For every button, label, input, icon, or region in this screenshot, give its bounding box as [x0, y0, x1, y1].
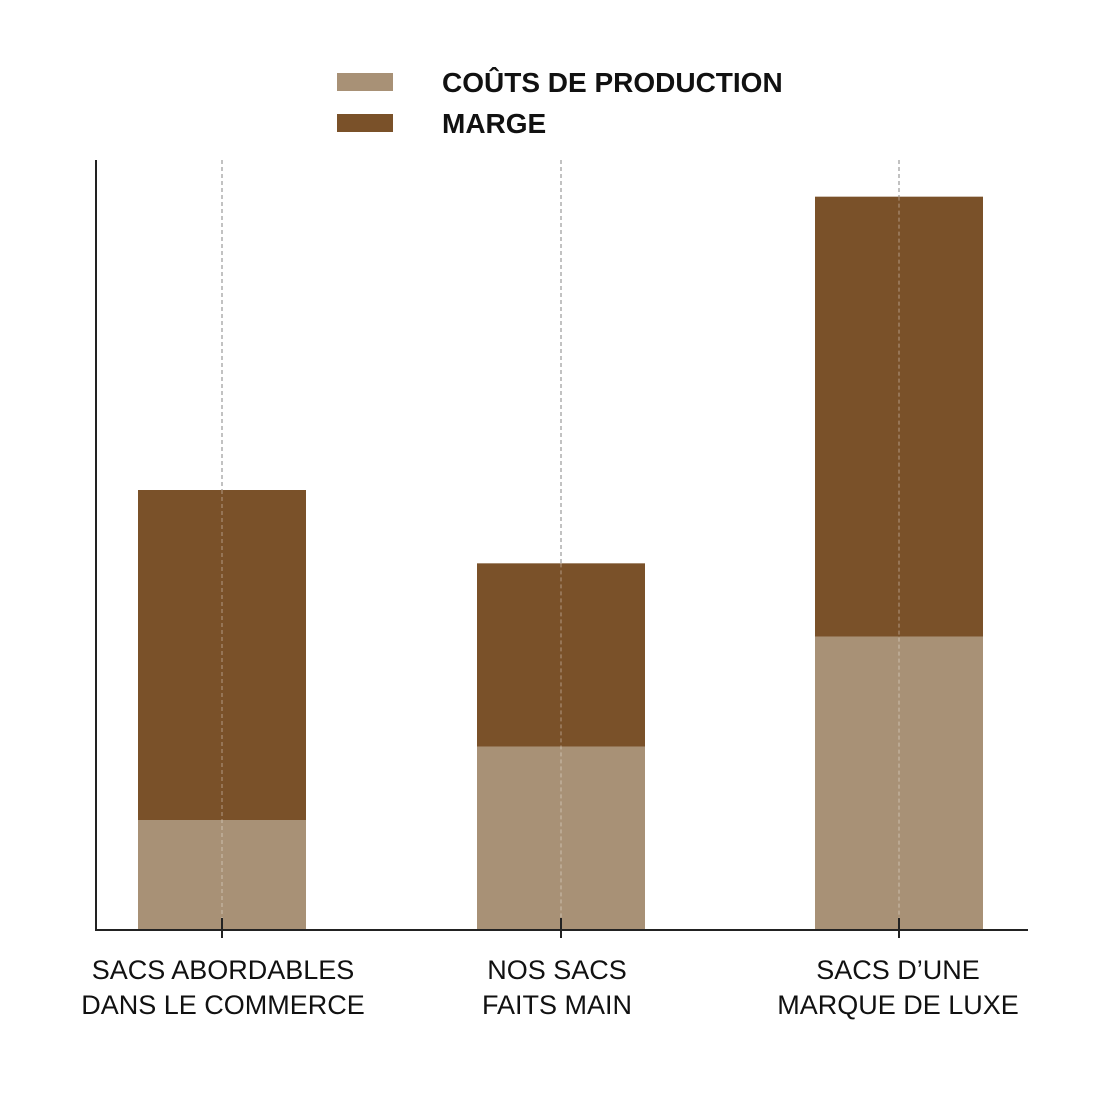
legend-swatch-2 [337, 114, 393, 132]
bar-2-series-2 [477, 563, 645, 747]
bar-1-series-2 [138, 490, 306, 820]
bar-1-series-1 [138, 820, 306, 930]
legend-label-1: COÛTS DE PRODUCTION [442, 66, 783, 98]
category-label-2-line-2: FAITS MAIN [482, 990, 632, 1020]
guide-overlay [221, 196, 900, 938]
bar-2-series-1 [477, 746, 645, 930]
legend-label-2: MARGE [442, 108, 546, 139]
category-label-3-line-2: MARQUE DE LUXE [777, 990, 1019, 1020]
bars [138, 196, 983, 930]
category-label-3-line-1: SACS D’UNE [816, 955, 980, 985]
category-labels: SACS ABORDABLES DANS LE COMMERCE NOS SACS F… [81, 955, 1019, 1020]
bar-3-series-2 [815, 196, 983, 637]
legend: COÛTS DE PRODUCTION MARGE [337, 66, 783, 139]
category-label-1-line-2: DANS LE COMMERCE [81, 990, 365, 1020]
category-label-1-line-1: SACS ABORDABLES [92, 955, 355, 985]
legend-swatch-1 [337, 73, 393, 91]
category-label-2-line-1: NOS SACS [487, 955, 627, 985]
bar-3-series-1 [815, 636, 983, 930]
